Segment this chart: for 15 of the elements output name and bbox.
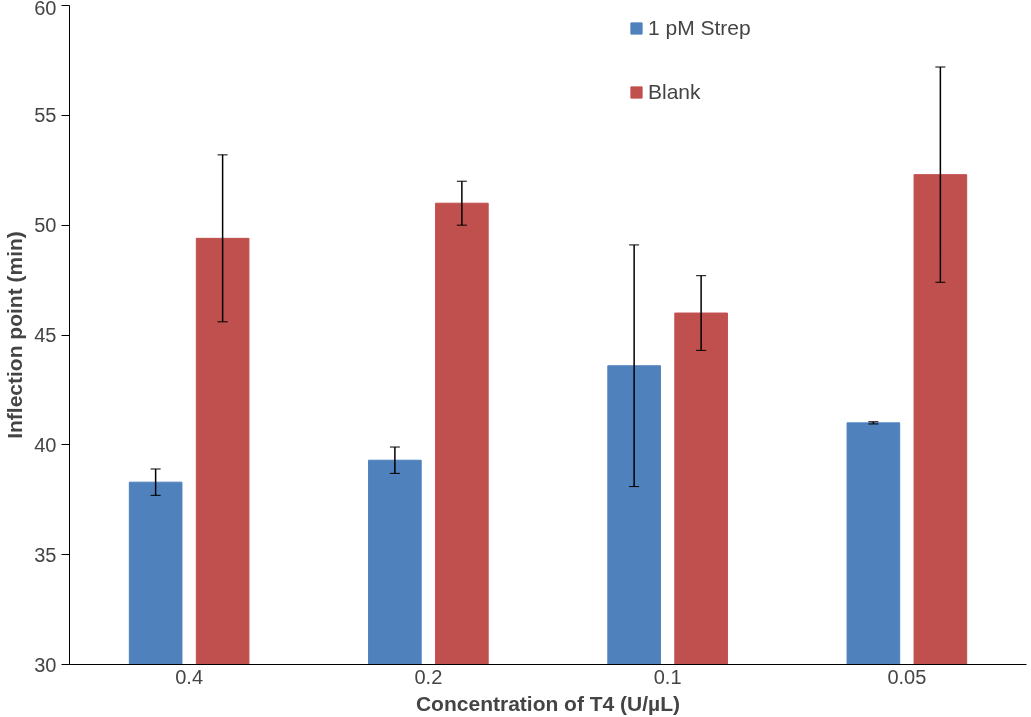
y-tick-label: 30 (34, 653, 57, 676)
x-axis-title: Concentration of T4 (U/µL) (415, 691, 681, 715)
x-tick-label: 0.05 (887, 665, 927, 688)
y-tick-label: 50 (34, 214, 57, 237)
legend-label: Blank (648, 80, 701, 104)
y-tick-label: 40 (34, 433, 57, 456)
x-tick-label: 0.4 (175, 665, 204, 688)
x-tick-label: 0.1 (653, 665, 682, 688)
x-tick-label: 0.2 (414, 665, 443, 688)
y-tick-label: 45 (34, 324, 57, 346)
legend-label: 1 pM Strep (648, 16, 751, 40)
y-tick-label: 60 (34, 0, 57, 19)
y-axis-title: Inflection point (min) (3, 231, 27, 439)
y-tick-label: 55 (34, 104, 57, 127)
y-tick-label: 35 (34, 543, 57, 566)
